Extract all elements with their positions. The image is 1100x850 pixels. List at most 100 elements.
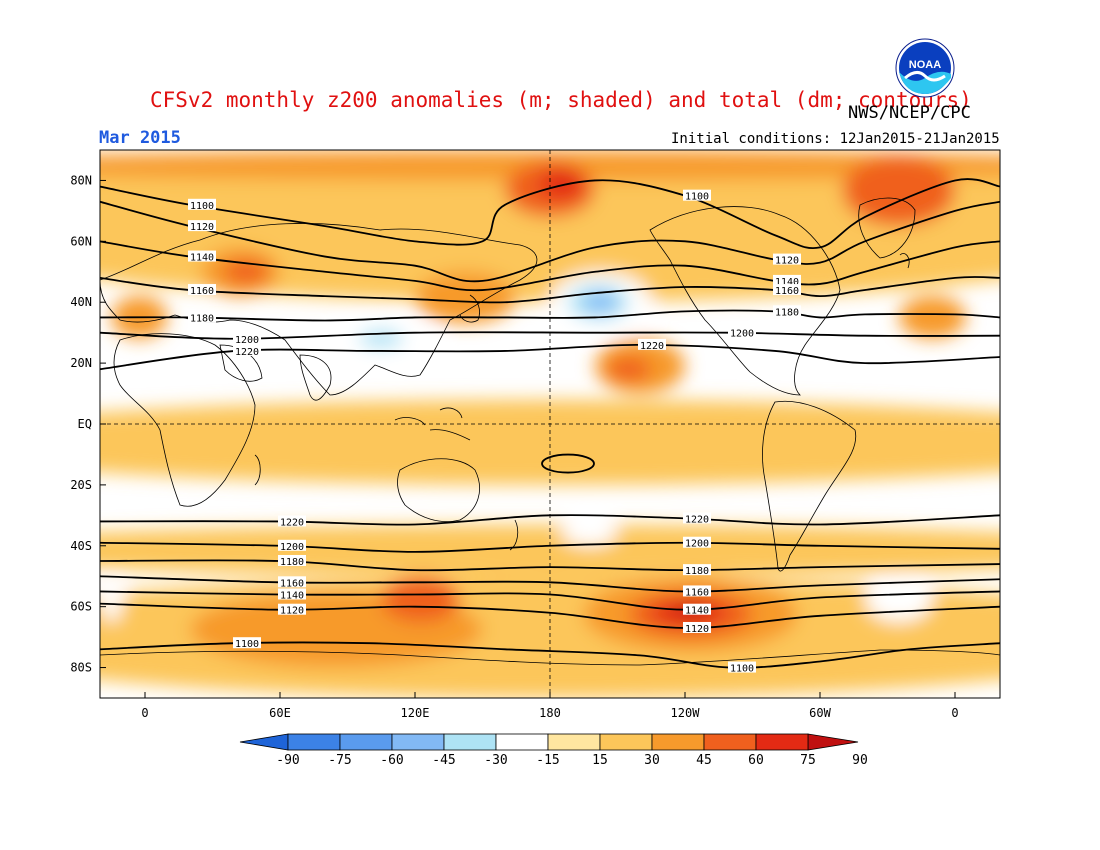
anomaly-region-23 [583, 293, 618, 312]
colorbar-label: 30 [644, 753, 660, 768]
colorbar-label: -75 [328, 753, 351, 768]
colorbar-label: 60 [748, 753, 764, 768]
contour-label: 1220 [280, 517, 304, 528]
coastline-madagascar [254, 454, 261, 486]
contour-1100-13 [100, 641, 1000, 669]
agency-label: NWS/NCEP/CPC [848, 103, 971, 123]
contour-1180-9 [100, 559, 1000, 572]
contour-label-bg [683, 603, 711, 615]
lon-tick-label: 120W [671, 706, 701, 720]
contour-label: 1160 [190, 286, 214, 297]
contour-label: 1100 [685, 192, 709, 203]
map-axes: 80N 60N 40N 20N EQ 20S 40S 60S 80S 0 60E 120E 180 120… [70, 173, 958, 720]
contour-label: 1200 [730, 329, 754, 340]
colorbar-swatch [651, 733, 705, 751]
lon-tick-label: 180 [539, 706, 561, 720]
colorbar-label: 45 [696, 753, 712, 768]
lat-tick-label: EQ [78, 417, 92, 431]
contour-label: 1180 [280, 557, 304, 568]
colorbar-arrow-right [807, 733, 859, 751]
coastline-south-america [762, 400, 857, 572]
anomaly-region-9 [223, 259, 269, 284]
lat-tick-label: 40S [70, 539, 92, 553]
contour-label: 1140 [775, 277, 799, 288]
contour-label: 1120 [280, 606, 304, 617]
contour-1120-1 [100, 200, 1000, 283]
noaa-logo-text: NOAA [909, 59, 941, 71]
lat-tick-label: 20S [70, 478, 92, 492]
contour-label-bg [638, 338, 666, 350]
contour-label: 1180 [775, 307, 799, 318]
lat-tick-label: 40N [70, 295, 92, 309]
colorbar-label: -15 [536, 753, 559, 768]
lat-tick-label: 60S [70, 600, 92, 614]
contour-label: 1160 [775, 286, 799, 297]
anomaly-region-26 [561, 521, 618, 546]
contour-label: 1100 [235, 639, 259, 650]
colorbar-swatch [287, 733, 341, 751]
colorbar-swatch [339, 733, 393, 751]
contour-label: 1120 [775, 256, 799, 267]
lon-tick-label: 60W [809, 706, 831, 720]
coastline-uk [899, 253, 910, 269]
contour-1160-3 [100, 276, 1000, 304]
contour-label-bg [233, 332, 261, 344]
coastline-india [299, 354, 332, 401]
contour-1120-12 [100, 602, 1000, 629]
contour-label: 1200 [280, 542, 304, 553]
contour-label: 1220 [685, 514, 709, 525]
contour-label: 1180 [190, 313, 214, 324]
contour-label: 1120 [190, 222, 214, 233]
anomaly-region-14 [606, 357, 652, 382]
map-title: CFSv2 monthly z200 anomalies (m; shaded)… [150, 88, 972, 112]
contour-1220-7 [100, 514, 1000, 526]
contour-1100-0 [100, 178, 1000, 250]
contour-label-bg [773, 274, 801, 286]
coastline-japan [459, 294, 480, 323]
contour-label-bg [773, 305, 801, 317]
contour-label-bg [683, 512, 711, 524]
contour-label: 1100 [730, 664, 754, 675]
anomaly-region-16 [381, 576, 460, 622]
contour-1160-10 [100, 575, 1000, 593]
coastline-antarctica [100, 649, 1000, 666]
contour-label-bg [278, 555, 306, 566]
contour-label-bg [188, 220, 216, 232]
colorbar-label: -45 [432, 753, 455, 768]
coastline-greenland [858, 197, 916, 259]
lon-tick-label: 120E [401, 706, 430, 720]
forecast-month: Mar 2015 [99, 128, 181, 148]
colorbar-label: -60 [380, 753, 403, 768]
lon-tick-label: 0 [951, 706, 958, 720]
contour-1180-4 [100, 309, 1000, 322]
coastline-africa [113, 333, 256, 507]
anomaly-region-11 [898, 296, 967, 339]
lat-tick-label: 20N [70, 356, 92, 370]
contour-1140-11 [100, 590, 1000, 611]
contour-label-bg [188, 284, 216, 296]
initial-conditions: Initial conditions: 12Jan2015-21Jan2015 [671, 131, 1000, 147]
contour-label: 1100 [190, 201, 214, 212]
contour-label: 1140 [280, 590, 304, 601]
contour-label-bg [278, 576, 306, 588]
contour-label: 1200 [685, 539, 709, 550]
colorbar-swatch [755, 733, 809, 751]
contour-label-bg [683, 189, 711, 201]
contour-label-bg [773, 253, 801, 265]
colorbar-swatch [547, 733, 601, 751]
colorbar-swatch [391, 733, 445, 751]
contour-label: 1220 [235, 347, 259, 358]
contour-label: 1140 [190, 253, 214, 264]
contour-label-bg [278, 588, 306, 600]
contour-1140-2 [100, 240, 1000, 292]
contour-label: 1180 [685, 566, 709, 577]
contour-label: 1140 [685, 606, 709, 617]
closed-contour-0 [541, 453, 595, 474]
anomaly-region-12 [415, 271, 517, 324]
colorbar-label: 15 [592, 753, 608, 768]
contour-label-bg [683, 536, 711, 548]
contour-label-bg [773, 284, 801, 296]
noaa-logo-icon: NOAA [895, 38, 955, 98]
contour-label: 1160 [280, 578, 304, 589]
